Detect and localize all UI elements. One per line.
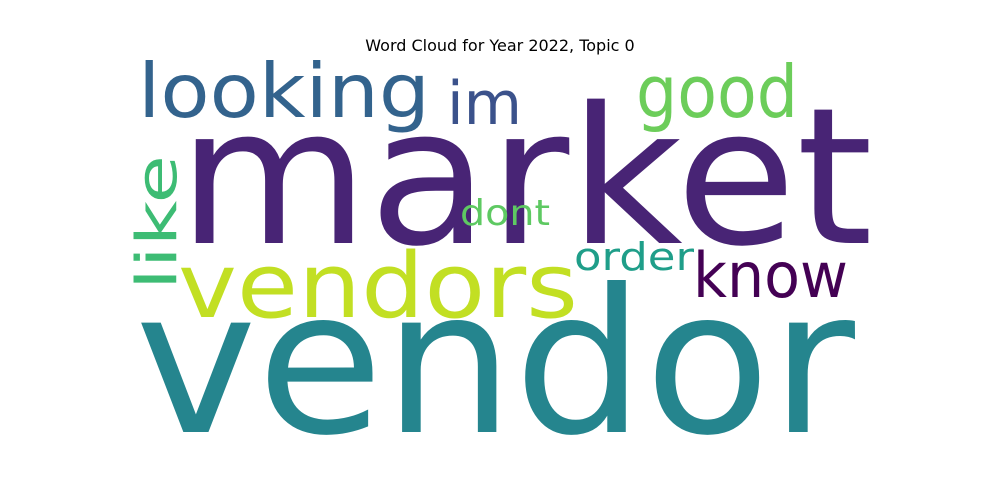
word-looking: looking [138, 47, 430, 135]
word-vendor: vendor [135, 247, 856, 480]
word-market: market [178, 67, 873, 288]
word-know: know [693, 239, 848, 312]
chart-title: Word Cloud for Year 2022, Topic 0 [365, 36, 635, 55]
word-good: good [636, 50, 798, 134]
word-order: order [574, 235, 694, 279]
word-vendors: vendors [178, 234, 578, 339]
word-like: like [125, 155, 190, 290]
word-dont: dont [460, 193, 550, 234]
word-im: im [447, 69, 522, 139]
